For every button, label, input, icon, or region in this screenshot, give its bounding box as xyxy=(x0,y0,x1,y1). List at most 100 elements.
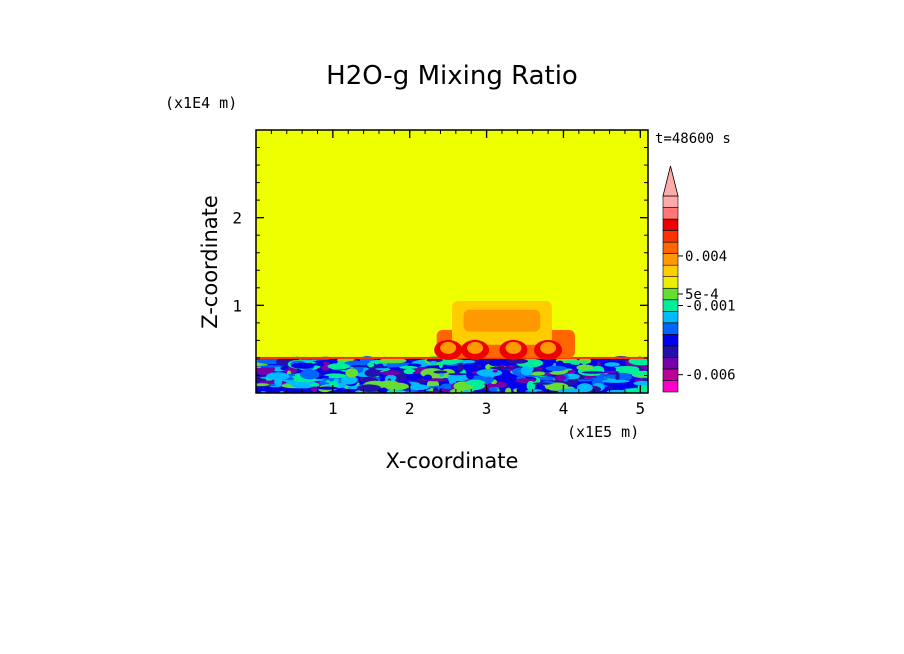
boundary-layer-eddy xyxy=(317,386,339,390)
plot-area xyxy=(255,129,649,394)
boundary-layer-eddy xyxy=(447,373,471,382)
chart-title: H2O-g Mixing Ratio xyxy=(326,61,578,91)
boundary-layer-eddy xyxy=(476,368,503,377)
boundary-layer-eddy xyxy=(425,385,449,389)
x-tick-label: 5 xyxy=(635,399,645,418)
boundary-layer-eddy xyxy=(492,369,498,373)
boundary-layer-eddy xyxy=(617,367,639,375)
colorbar-level xyxy=(662,310,679,324)
boundary-layer-eddy xyxy=(433,370,448,374)
colorbar-level xyxy=(662,380,679,393)
x-tick-label: 2 xyxy=(405,399,415,418)
x-tick-label: 4 xyxy=(559,399,569,418)
boundary-layer-eddy xyxy=(310,385,318,393)
colorbar-level xyxy=(662,299,679,312)
boundary-layer-eddy xyxy=(612,384,636,389)
colorbar-level xyxy=(662,334,679,347)
plume-lobe-core-0 xyxy=(440,341,457,354)
boundary-layer-eddy xyxy=(319,375,330,379)
x-axis-title: X-coordinate xyxy=(386,449,519,473)
boundary-layer-eddy xyxy=(429,361,438,365)
boundary-layer-eddy xyxy=(399,365,418,370)
boundary-layer-eddy xyxy=(447,373,468,376)
plume-region-2 xyxy=(463,309,541,332)
boundary-layer-eddy xyxy=(599,373,605,380)
colorbar-level xyxy=(662,218,679,231)
boundary-layer-eddy xyxy=(299,369,320,380)
boundary-layer-eddy xyxy=(630,371,648,376)
boundary-layer-eddy xyxy=(604,362,620,367)
boundary-layer-eddy xyxy=(460,360,476,364)
boundary-layer-eddy xyxy=(327,363,351,370)
plume-lobe-core-1 xyxy=(467,341,484,354)
colorbar-level xyxy=(662,357,679,370)
boundary-layer-eddy xyxy=(381,390,406,393)
boundary-layer-eddy xyxy=(489,366,515,370)
boundary-layer-eddy xyxy=(589,377,608,380)
boundary-layer-eddy xyxy=(564,368,573,371)
boundary-layer-eddy xyxy=(380,387,388,393)
plume-lobe-core-3 xyxy=(540,341,557,354)
boundary-layer-eddy xyxy=(291,362,315,369)
boundary-layer-eddy xyxy=(457,362,464,372)
boundary-layer-eddy xyxy=(601,379,630,383)
boundary-layer-eddy xyxy=(274,377,283,387)
colorbar-label: -0.001 xyxy=(685,299,736,315)
colorbar-level xyxy=(662,207,679,220)
boundary-layer-eddy xyxy=(506,358,528,364)
boundary-layer-eddy xyxy=(582,360,587,365)
colorbar-level xyxy=(662,287,679,301)
boundary-layer-eddy xyxy=(309,383,318,387)
boundary-layer-eddy xyxy=(476,364,482,368)
boundary-layer-eddy xyxy=(323,373,347,379)
boundary-layer-eddy xyxy=(531,371,546,376)
boundary-layer-eddy xyxy=(379,357,407,364)
x-tick-label: 1 xyxy=(328,399,338,418)
boundary-layer-eddy xyxy=(423,374,432,381)
boundary-layer-eddy xyxy=(315,360,341,364)
boundary-layer-eddy xyxy=(438,359,444,369)
colorbar-extend-arrow xyxy=(662,165,679,197)
colorbar-label: 0.004 xyxy=(685,249,727,265)
boundary-layer-eddy xyxy=(520,366,533,376)
boundary-layer-eddy xyxy=(364,368,381,378)
field-layer xyxy=(256,130,648,393)
boundary-layer-eddy xyxy=(466,371,475,380)
boundary-layer-eddy xyxy=(345,368,359,378)
boundary-layer-eddy xyxy=(544,382,569,391)
colorbar-label: 5e-4 xyxy=(685,287,719,303)
boundary-layer-eddy xyxy=(381,370,400,376)
boundary-layer-eddy xyxy=(403,368,416,375)
boundary-layer-eddy xyxy=(340,376,358,385)
colorbar-level xyxy=(662,264,679,278)
plume-lobe-core-2 xyxy=(505,341,522,354)
boundary-layer-eddy xyxy=(517,386,526,393)
boundary-layer-eddy xyxy=(463,389,470,393)
boundary-layer-eddy xyxy=(633,380,648,386)
boundary-layer-eddy xyxy=(465,379,485,386)
boundary-layer-eddy xyxy=(412,371,421,374)
boundary-layer-eddy xyxy=(366,362,375,368)
boundary-layer-eddy xyxy=(545,365,567,372)
colorbar-level xyxy=(662,368,679,381)
colorbar-level xyxy=(662,253,679,266)
colorbar-level xyxy=(662,276,679,289)
boundary-layer-eddy xyxy=(581,371,606,374)
boundary-layer-eddy xyxy=(615,372,620,382)
boundary-layer-eddy xyxy=(640,364,648,370)
boundary-layer-eddy xyxy=(532,382,552,385)
y-axis-title: Z-coordinate xyxy=(198,195,222,329)
boundary-layer-eddy xyxy=(614,366,638,370)
boundary-layer-eddy xyxy=(505,387,512,393)
boundary-layer-eddy xyxy=(606,389,628,393)
colorbar-level xyxy=(662,195,679,208)
boundary-layer-eddy xyxy=(396,374,408,381)
x-tick-label: 3 xyxy=(482,399,492,418)
boundary-layer-eddy xyxy=(356,384,382,392)
boundary-layer-eddy xyxy=(258,388,287,392)
boundary-layer-eddy xyxy=(605,370,619,374)
plot-frame xyxy=(255,129,649,394)
x-scale-label: (x1E5 m) xyxy=(567,423,639,441)
